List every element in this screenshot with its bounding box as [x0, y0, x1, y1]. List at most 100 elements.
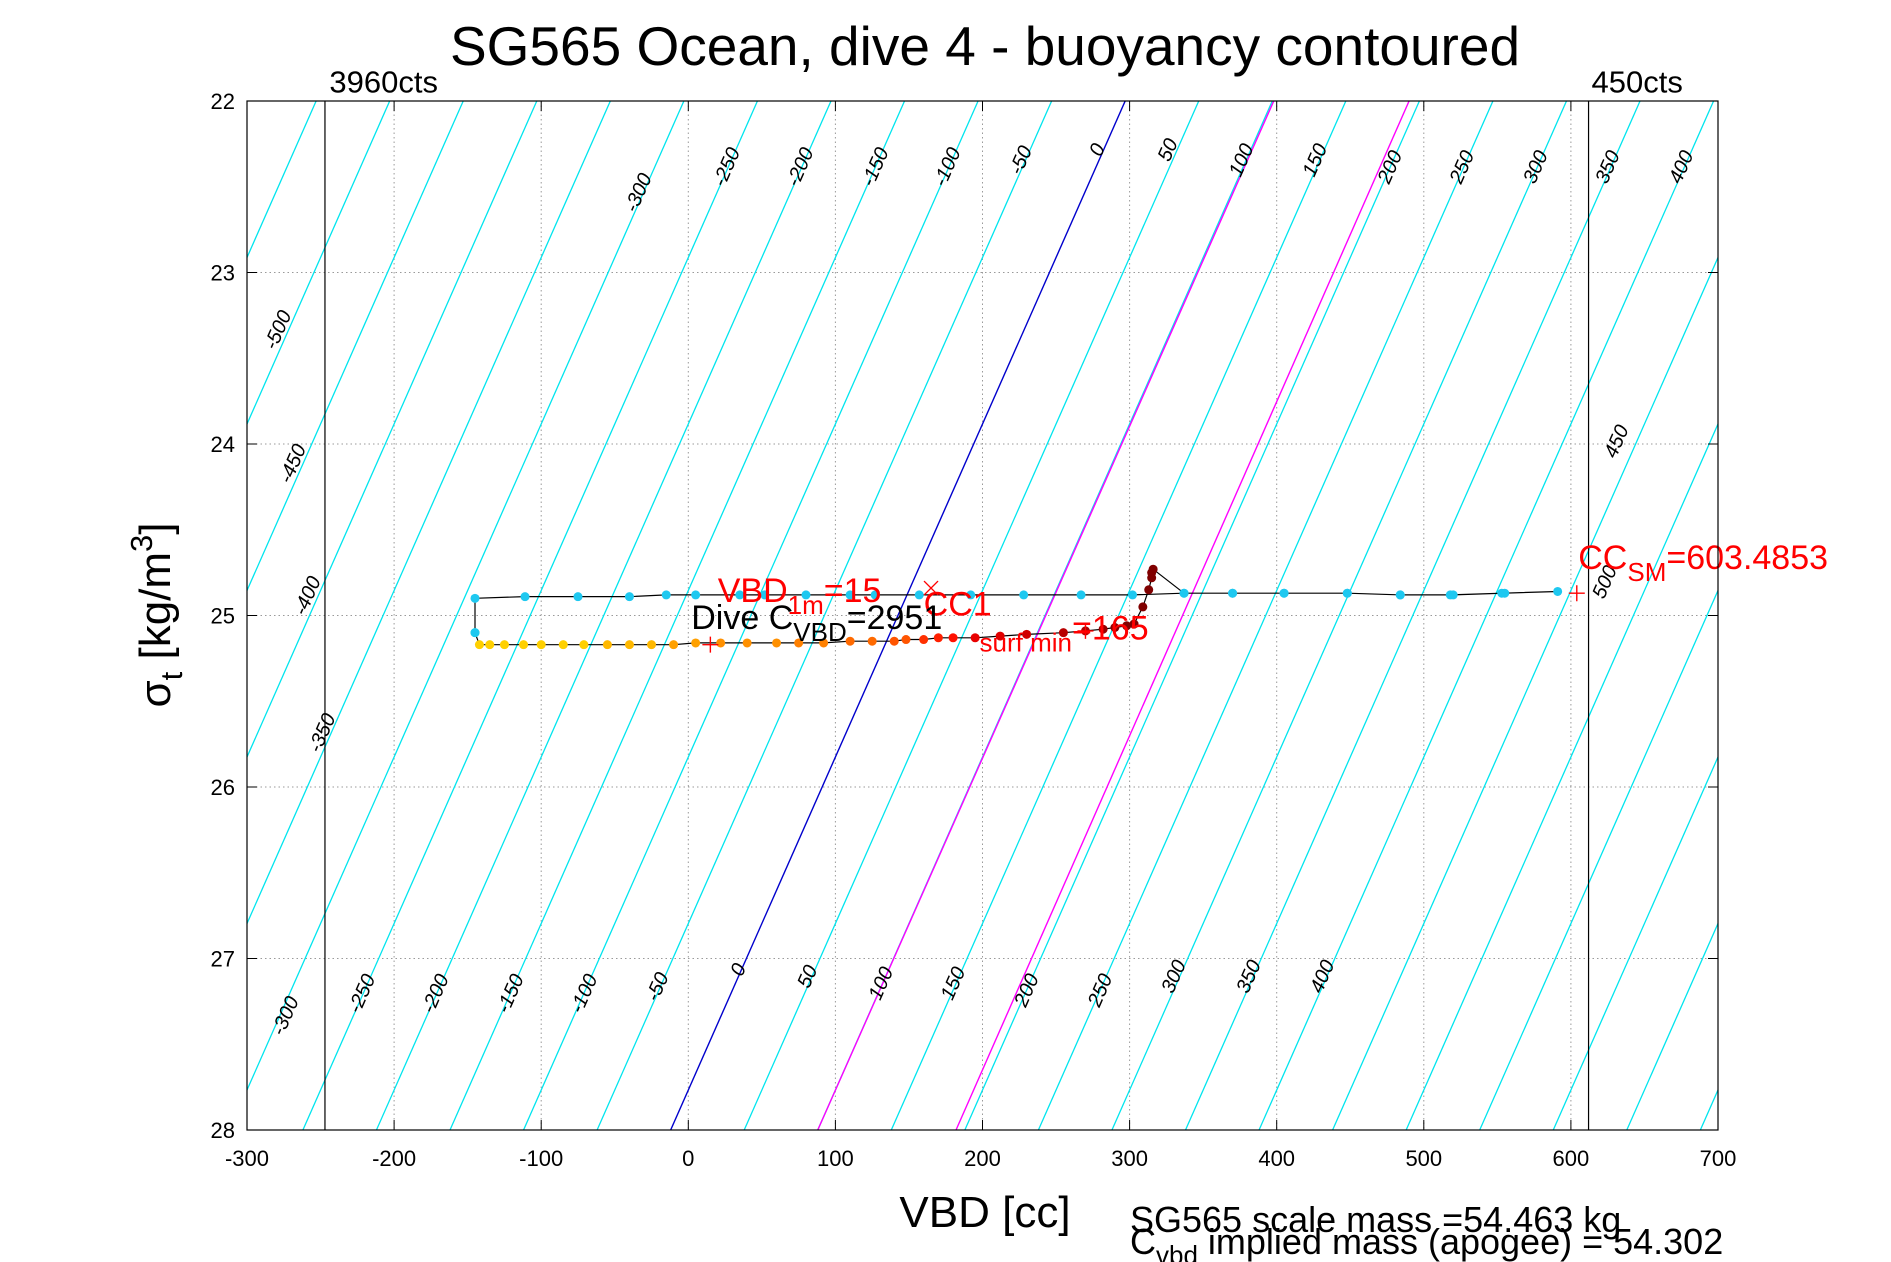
y-axis-label-sub: t	[154, 671, 189, 680]
implied-mass-tail: implied mass (apogee) = 54.302	[1198, 1221, 1723, 1262]
dive-cvbd-label-main: Dive C	[691, 599, 793, 637]
vbd-limit-contour	[817, 101, 1275, 1130]
surf-min-label: surf min=165	[980, 610, 1149, 658]
dive-cvbd-label: Dive CVBD=2951	[691, 599, 942, 647]
scale-mass-text: SG565 scale mass =54.463 kg	[1130, 1199, 1621, 1240]
descent-point	[669, 640, 679, 650]
buoyancy-contour-line	[522, 101, 979, 1130]
buoyancy-contour-line	[1479, 588, 1718, 1130]
descent-point	[474, 640, 484, 650]
buoyancy-contour-line	[1184, 101, 1641, 1130]
ascent-point	[1553, 586, 1563, 596]
ascent-point	[760, 590, 770, 600]
buoyancy-contour-line	[247, 101, 611, 926]
ascent-point	[1342, 588, 1352, 598]
buoyancy-contour-line	[375, 101, 832, 1130]
count-limit-label: 450cts	[1591, 64, 1682, 99]
ascent-point	[1279, 588, 1289, 598]
ascent-point	[1228, 588, 1238, 598]
descent-trace-line	[474, 623, 1135, 646]
ascent-point	[914, 590, 924, 600]
cc-sm-marker	[1568, 585, 1585, 602]
descent-point	[742, 638, 752, 648]
descent-point	[933, 633, 943, 643]
descent-point	[691, 638, 701, 648]
descent-point	[794, 638, 804, 648]
vbd-1m-label-tail: =15	[824, 572, 882, 610]
descent-point	[602, 640, 612, 650]
annotations: VBD1m=15 CC1 CCSM=603.4853 surf min=165 Dive…	[691, 539, 1828, 657]
buoyancy-contour-line	[247, 101, 538, 759]
apogee-point	[1129, 619, 1139, 629]
buoyancy-contour-line	[1111, 101, 1568, 1130]
cc1-label-main: CC1	[924, 586, 992, 624]
grid-lines	[247, 101, 1718, 1130]
descent-point	[867, 636, 877, 646]
descent-point	[558, 640, 568, 650]
buoyancy-contour-line	[1037, 101, 1494, 1130]
y-tick-label: 26	[211, 775, 235, 800]
buoyancy-contour-line	[890, 101, 1347, 1130]
descent-point	[901, 635, 911, 645]
y-axis-label-sup: 3	[124, 535, 159, 552]
ascent-point	[1500, 588, 1510, 598]
ascent-point	[624, 592, 634, 602]
ascent-point	[870, 590, 880, 600]
cc-sm-label-tail: =603.4853	[1666, 539, 1828, 577]
apogee-point	[1138, 602, 1148, 612]
x-tick-label: 500	[1405, 1146, 1442, 1171]
cc1-label: CC1	[924, 586, 992, 624]
x-axis-label: VBD [cc]	[899, 1188, 1070, 1237]
buoyancy-contour-line	[247, 101, 391, 426]
ascent-point	[1395, 590, 1405, 600]
descent-point	[536, 640, 546, 650]
descent-point	[1058, 628, 1068, 638]
y-axis-label-symbol: σ	[131, 680, 180, 707]
ascent-point	[1179, 588, 1189, 598]
x-tick-label: -300	[225, 1146, 269, 1171]
ascent-point	[1448, 590, 1458, 600]
surf-min-marker	[1077, 622, 1094, 639]
descent-point	[716, 638, 726, 648]
axis-ticks: -300 -200 -100 0 100 200 300 400 500 600 700 22 23 24…	[211, 89, 1737, 1171]
y-tick-label: 22	[211, 89, 235, 114]
cc-sm-label-main: CC	[1578, 539, 1627, 577]
vbd-1m-label-main: VBD	[718, 572, 788, 610]
descent-point	[772, 638, 782, 648]
buoyancy-contour-line	[1258, 101, 1715, 1130]
x-tick-label: -100	[519, 1146, 563, 1171]
ascent-point	[735, 590, 745, 600]
ascent-point	[470, 593, 480, 603]
dive-cvbd-label-sub: VBD	[793, 617, 846, 647]
ascent-point	[966, 590, 976, 600]
descent-point	[819, 638, 829, 648]
x-tick-label: 700	[1700, 1146, 1737, 1171]
buoyancy-contour-line	[1626, 921, 1718, 1130]
cc-sm-label-sub: SM	[1627, 557, 1666, 587]
apogee-point	[1144, 585, 1154, 595]
buoyancy-contour-line	[247, 101, 464, 593]
implied-mass-sub: vbd	[1156, 1240, 1198, 1262]
chart-title: SG565 Ocean, dive 4 - buoyancy contoured	[450, 15, 1520, 77]
x-tick-label: 400	[1258, 1146, 1295, 1171]
vbd-1m-label-sub: 1m	[788, 590, 824, 620]
surf-min-label-tail: =165	[1072, 610, 1149, 648]
y-axis-label-unit: [kg/m	[131, 552, 180, 672]
x-tick-label: 300	[1111, 1146, 1148, 1171]
y-tick-label: 28	[211, 1118, 235, 1143]
buoyancy-contour-line	[743, 101, 1200, 1130]
y-tick-label: 24	[211, 432, 235, 457]
x-tick-label: 200	[964, 1146, 1001, 1171]
ascent-point	[801, 590, 811, 600]
contour-labels: -300-250 -200 -150 -100 -50 0 50 100 150 200 250 30…	[260, 135, 1698, 1038]
buoyancy-contours	[247, 101, 1718, 1130]
buoyancy-contour-line	[1552, 755, 1718, 1130]
ascent-point	[1128, 590, 1138, 600]
descent-point	[948, 633, 958, 643]
x-tick-label: 100	[817, 1146, 854, 1171]
y-axis-label: σt [kg/m3]	[124, 522, 189, 707]
descent-point	[1098, 624, 1108, 634]
y-tick-label: 25	[211, 604, 235, 629]
descent-point	[647, 640, 657, 650]
